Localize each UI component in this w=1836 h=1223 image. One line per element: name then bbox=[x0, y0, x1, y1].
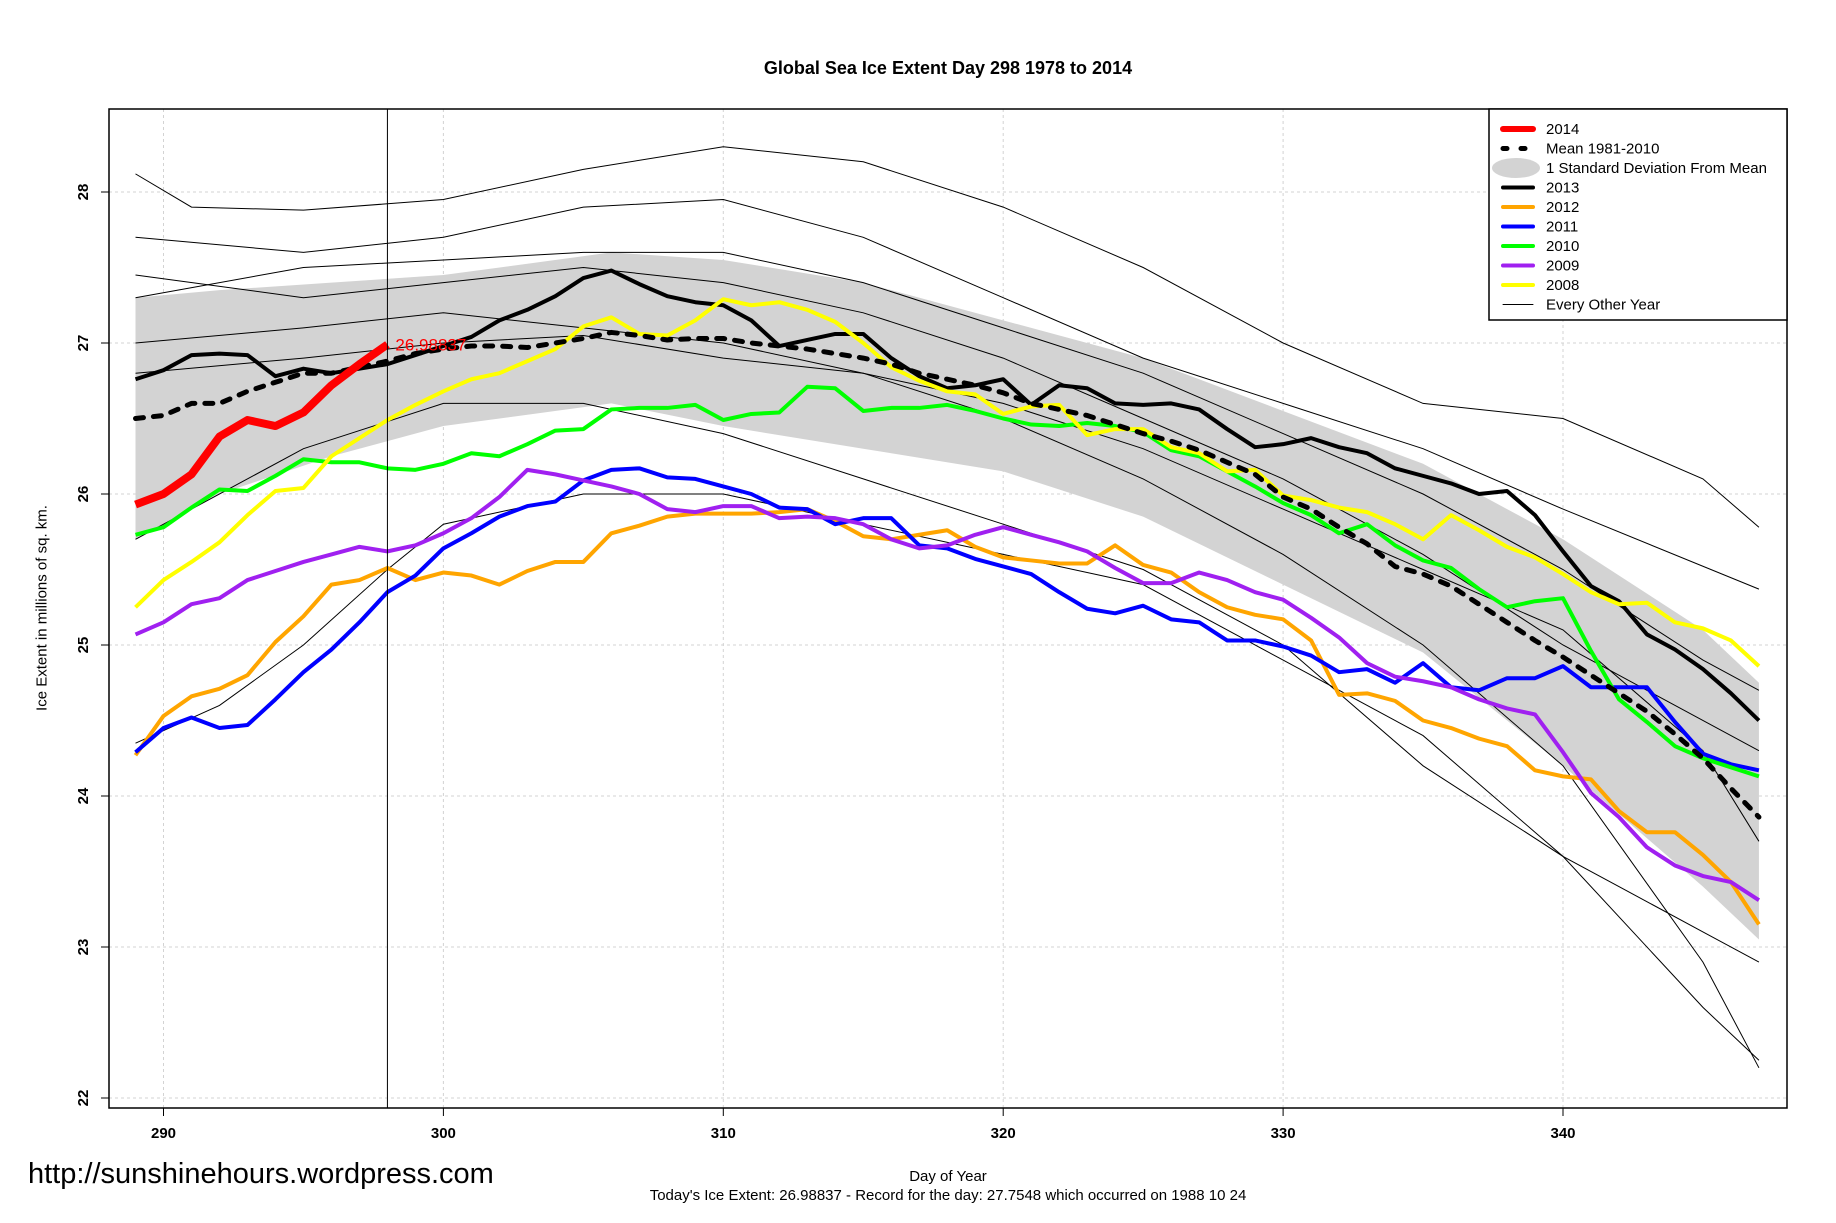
x-tick-label: 330 bbox=[1271, 1125, 1296, 1142]
other-year-line bbox=[135, 266, 1760, 752]
other-year-line bbox=[135, 251, 1760, 691]
other-year-line bbox=[135, 334, 1760, 842]
current-value-label: 26.98837 bbox=[395, 336, 466, 355]
x-axis-label: Day of Year bbox=[909, 1168, 987, 1185]
legend-label: 2013 bbox=[1546, 180, 1579, 197]
series-line-2010 bbox=[134, 384, 1760, 779]
legend-label: 2012 bbox=[1546, 199, 1579, 216]
other-year-line bbox=[135, 199, 1760, 590]
legend-label: 2010 bbox=[1546, 238, 1579, 255]
legend-label: 1 Standard Deviation From Mean bbox=[1546, 160, 1767, 177]
x-tick-label: 290 bbox=[151, 1125, 176, 1142]
plot-frame bbox=[108, 108, 1788, 1109]
legend-label: 2014 bbox=[1546, 121, 1579, 138]
y-tick-label: 26 bbox=[75, 486, 92, 503]
y-tick-label: 25 bbox=[75, 637, 92, 654]
series-line-2011 bbox=[134, 466, 1760, 773]
plot-area bbox=[109, 109, 1787, 1108]
series-line-2009 bbox=[134, 467, 1761, 902]
x-tick-label: 310 bbox=[711, 1125, 736, 1142]
legend-swatch bbox=[1492, 158, 1540, 178]
x-tick-label: 320 bbox=[991, 1125, 1016, 1142]
y-tick-label: 23 bbox=[75, 939, 92, 956]
legend-label: 2008 bbox=[1546, 277, 1579, 294]
sd-band bbox=[135, 252, 1759, 940]
legend-label: Mean 1981-2010 bbox=[1546, 141, 1659, 158]
legend-label: 2011 bbox=[1546, 219, 1578, 236]
legend: 2014 Mean 1981-2010 1 Standard Deviation F… bbox=[1488, 108, 1788, 321]
series-line-2012 bbox=[133, 507, 1761, 926]
legend-label: 2009 bbox=[1546, 258, 1579, 275]
x-tick-label: 300 bbox=[431, 1125, 456, 1142]
chart-title: Global Sea Ice Extent Day 298 1978 to 20… bbox=[763, 58, 1133, 78]
y-tick-label: 28 bbox=[75, 184, 92, 201]
series-line-mean-1981-2010 bbox=[133, 329, 1762, 820]
series-line-2014 bbox=[134, 341, 390, 509]
website-url: http://sunshinehours.wordpress.com bbox=[28, 1158, 494, 1190]
series-line-2008 bbox=[134, 297, 1761, 668]
legend-box bbox=[1488, 108, 1788, 321]
y-tick-label: 24 bbox=[75, 787, 92, 804]
y-tick-label: 27 bbox=[75, 335, 92, 352]
other-year-line bbox=[135, 402, 1760, 1061]
y-tick-label: 22 bbox=[75, 1090, 92, 1107]
x-tick-label: 340 bbox=[1550, 1125, 1575, 1142]
other-year-line bbox=[135, 146, 1760, 528]
legend-label: Every Other Year bbox=[1546, 297, 1660, 314]
series-line-2013 bbox=[134, 268, 1761, 722]
record-footer: Today's Ice Extent: 26.98837 - Record fo… bbox=[649, 1187, 1247, 1204]
